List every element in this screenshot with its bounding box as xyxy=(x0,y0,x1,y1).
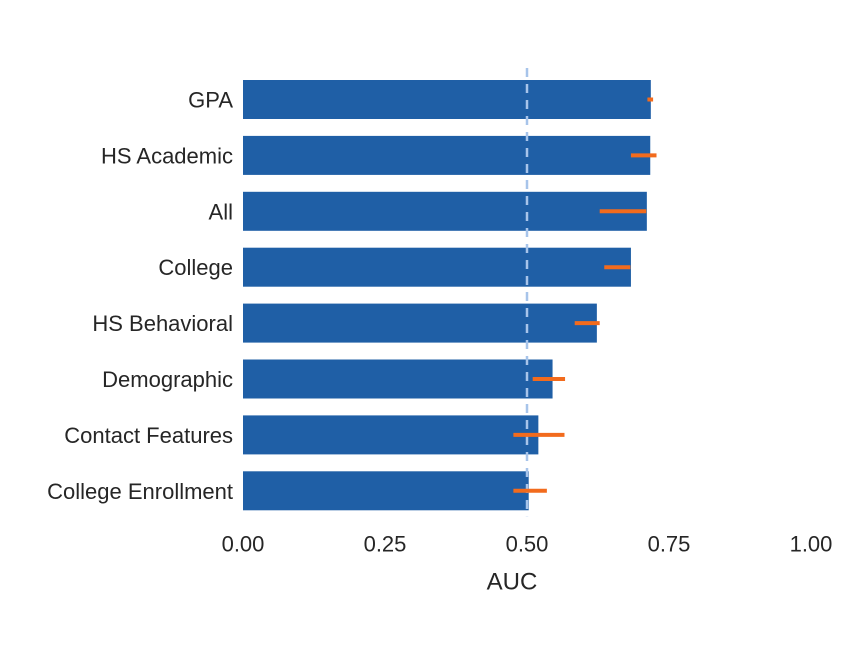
x-tick-labels: 0.00 0.25 0.50 0.75 1.00 xyxy=(222,531,833,556)
category-label-contact-features: Contact Features xyxy=(64,423,233,448)
category-label-hs-behavioral: HS Behavioral xyxy=(92,311,233,336)
x-tick-label: 0.00 xyxy=(222,531,265,556)
category-label-gpa: GPA xyxy=(188,88,233,113)
bar-contact-features xyxy=(243,415,539,455)
category-label-hs-academic: HS Academic xyxy=(101,143,233,168)
error-bars-layer xyxy=(513,97,657,493)
bar-demographic xyxy=(243,359,553,399)
bars-layer xyxy=(243,80,651,511)
x-tick-label: 0.75 xyxy=(648,531,691,556)
bar-college-enrollment xyxy=(243,471,529,511)
x-axis-title: AUC xyxy=(487,568,538,595)
category-labels: GPA HS Academic All College HS Behavioral Dem… xyxy=(47,88,233,504)
x-tick-label: 0.50 xyxy=(506,531,549,556)
category-label-college: College xyxy=(158,255,233,280)
category-label-college-enrollment: College Enrollment xyxy=(47,479,233,504)
x-tick-label: 1.00 xyxy=(790,531,833,556)
bar-hs-behavioral xyxy=(243,303,597,343)
bar-hs-academic xyxy=(243,135,651,175)
bar-all xyxy=(243,191,647,231)
bar-gpa xyxy=(243,80,651,119)
bar-college xyxy=(243,247,631,287)
category-label-all: All xyxy=(209,199,233,224)
category-label-demographic: Demographic xyxy=(102,367,233,392)
x-tick-label: 0.25 xyxy=(364,531,407,556)
